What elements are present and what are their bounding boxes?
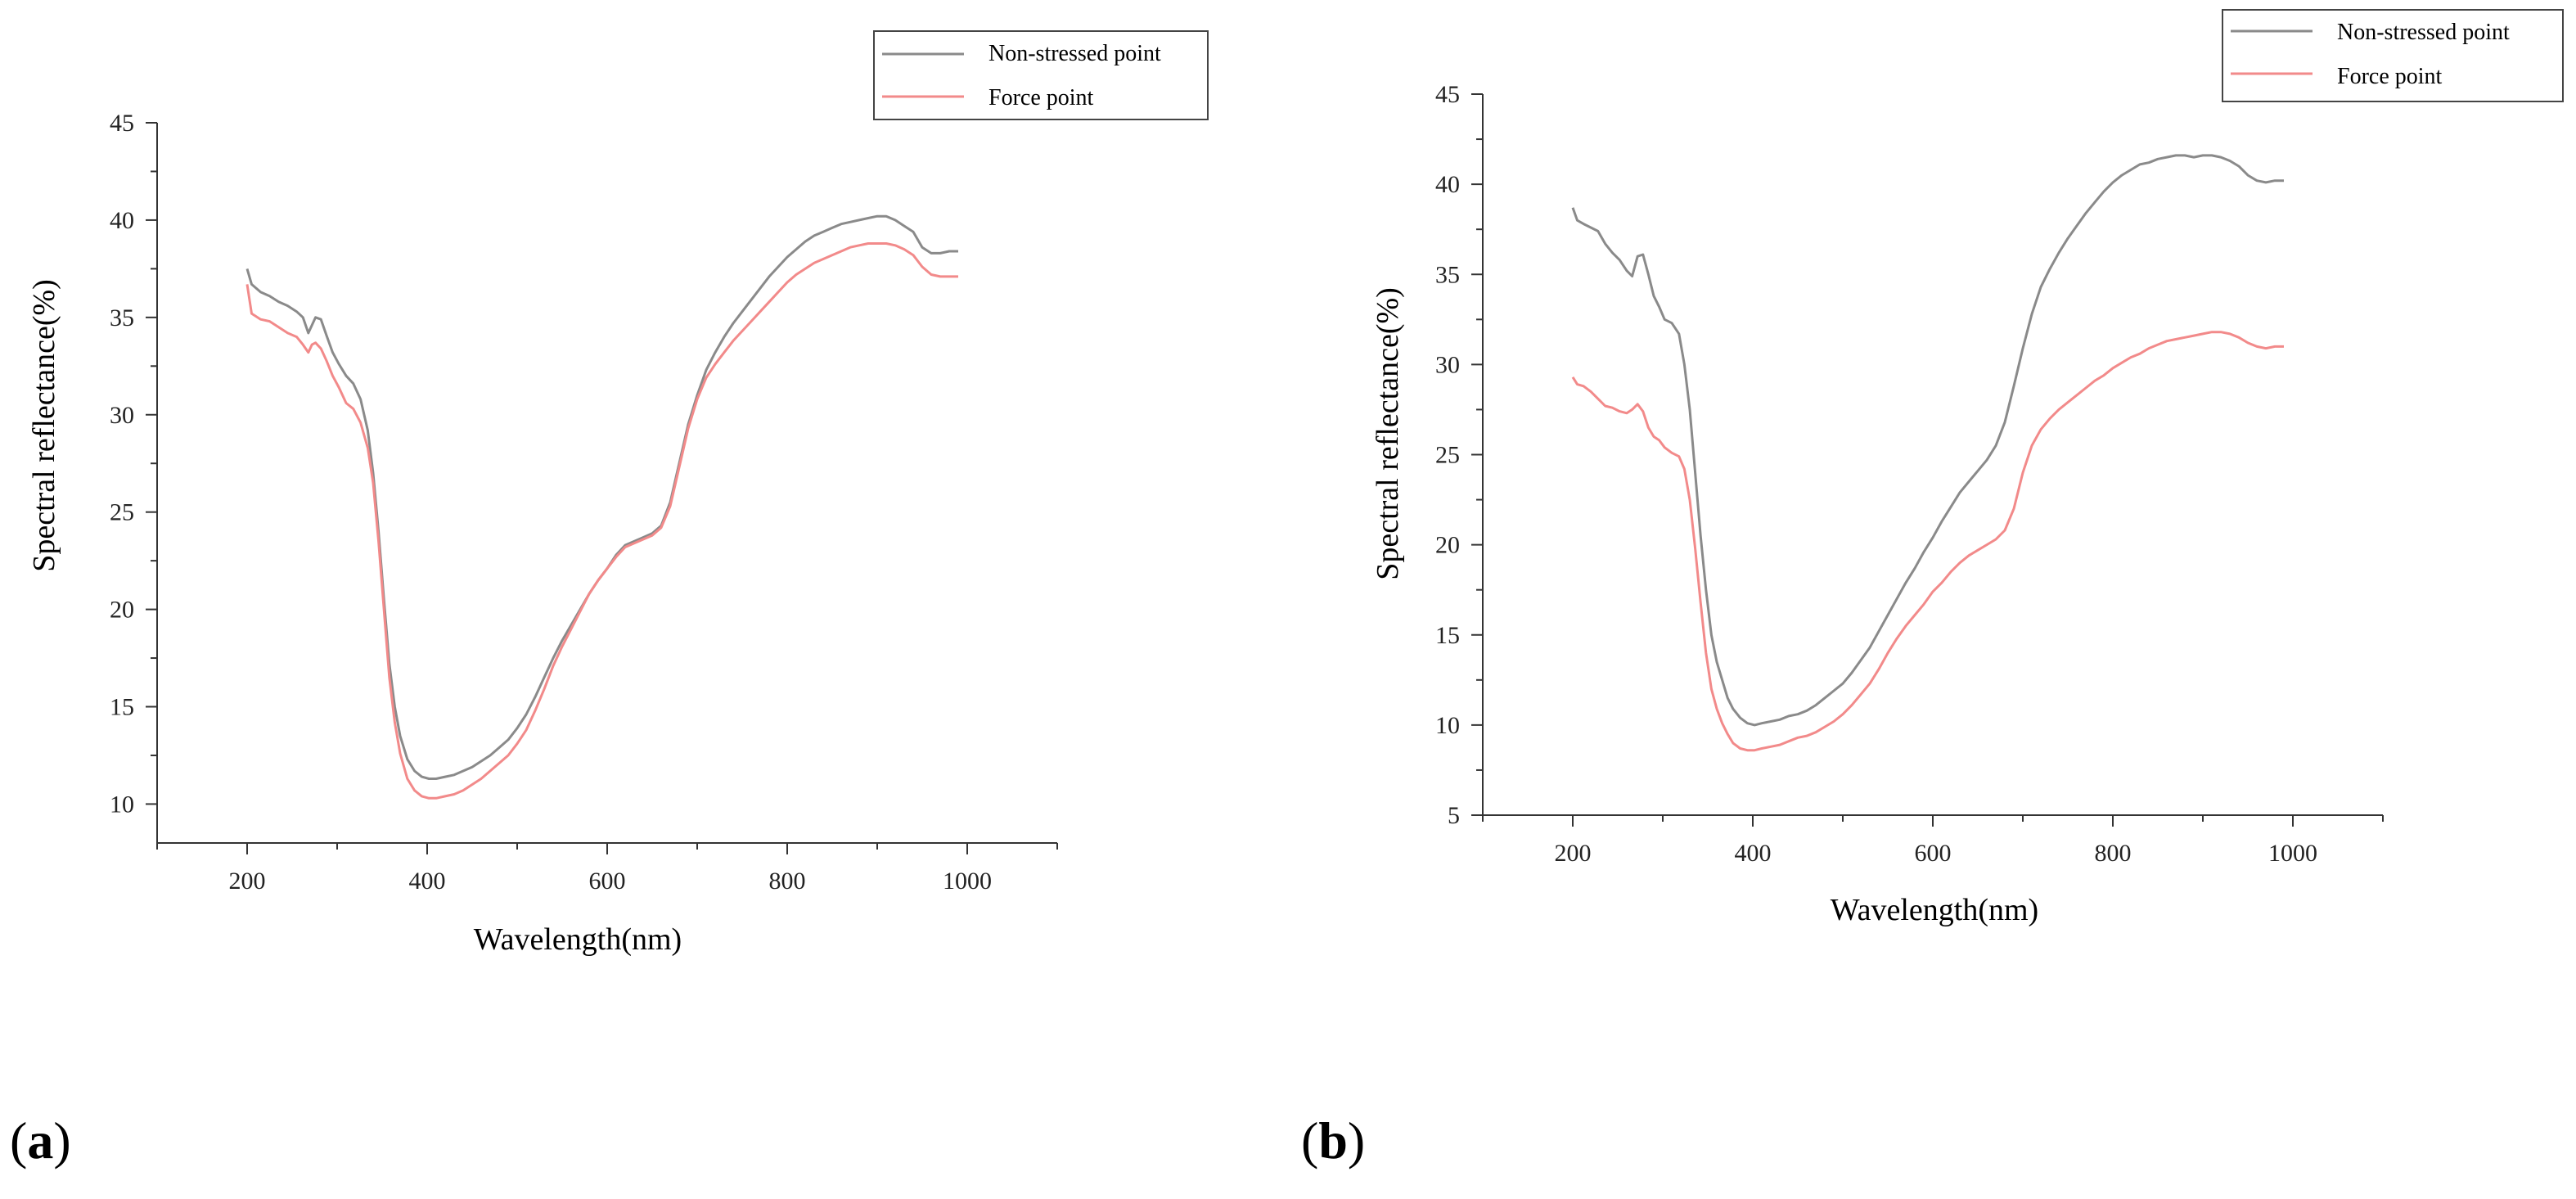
chart-a-ylabel: Spectral reflectance(%) (27, 279, 61, 572)
chart-b-x-tick-label: 600 (1915, 840, 1952, 867)
chart-b-x-tick-label: 400 (1735, 840, 1772, 867)
chart-b-y-tick-label: 40 (1435, 171, 1460, 198)
chart-a-legend-label-nonstressed: Non-stressed point (989, 41, 1161, 66)
chart-b-y-tick-label: 30 (1435, 351, 1460, 378)
chart-b-series-force-line (1571, 331, 2284, 752)
chart-b-ylabel: Spectral reflectance(%) (1371, 287, 1405, 580)
chart-b-legend-label-nonstressed: Non-stressed point (2337, 20, 2510, 45)
chart-a-y-tick-label: 35 (110, 304, 134, 331)
chart-b-y-tick-label: 15 (1435, 622, 1460, 649)
chart-b-y-tick-label: 45 (1435, 81, 1460, 108)
chart-b-y-tick-label: 35 (1435, 261, 1460, 288)
chart-b-y-tick-label: 20 (1435, 532, 1460, 559)
chart-b-x-tick-label: 800 (2095, 840, 2132, 867)
chart-a-x-tick-label: 200 (229, 868, 266, 895)
chart-a-x-tick-label: 400 (409, 868, 446, 895)
chart-a-y-tick-label: 25 (110, 499, 134, 526)
chart-a-x-tick-label: 1000 (943, 868, 992, 895)
chart-a-y-tick-label: 10 (110, 791, 134, 818)
chart-a-panel-label: (a) (10, 1111, 71, 1170)
chart-a: 200 400 600 800 1000 10 15 20 25 30 35 40 45 Wavelen… (10, 30, 1209, 1170)
chart-b-series-nonstressed-line (1571, 154, 2284, 727)
chart-a-legend-label-force: Force point (989, 85, 1094, 110)
chart-a-legend: Non-stressed point Force point (873, 30, 1209, 120)
chart-b-x-tick-label: 1000 (2268, 840, 2317, 867)
chart-b-panel-label: (b) (1301, 1111, 1365, 1170)
chart-a-series-nonstressed-line (245, 214, 958, 780)
chart-a-xlabel: Wavelength(nm) (474, 922, 682, 957)
chart-a-y-tick-label: 30 (110, 402, 134, 429)
chart-b-panel-letter: b (1318, 1111, 1348, 1170)
chart-a-y-tick-label: 40 (110, 207, 134, 234)
chart-a-y-tick-label: 20 (110, 597, 134, 624)
chart-a-legend-box (873, 30, 1209, 120)
chart-a-x-tick-label: 800 (769, 868, 806, 895)
chart-b-xlabel: Wavelength(nm) (1831, 893, 2038, 927)
chart-a-panel-letter: a (27, 1111, 53, 1170)
chart-a-y-tick-label: 45 (110, 110, 134, 137)
chart-b-y-tick-label: 25 (1435, 442, 1460, 469)
chart-a-x-tick-label: 600 (589, 868, 626, 895)
chart-b-legend-box (2222, 9, 2564, 102)
chart-a-series-force-line (245, 242, 958, 800)
chart-b-x-tick-label: 200 (1555, 840, 1592, 867)
chart-b-y-tick-label: 5 (1448, 802, 1460, 829)
chart-b-legend-label-force: Force point (2337, 64, 2443, 89)
chart-b: 200 400 600 800 1000 5 10 15 20 25 30 35 40 45 Wavele… (1301, 9, 2564, 1170)
chart-b-y-tick-label: 10 (1435, 712, 1460, 739)
chart-a-y-tick-label: 15 (110, 694, 134, 721)
chart-b-legend: Non-stressed point Force point (2222, 9, 2564, 102)
